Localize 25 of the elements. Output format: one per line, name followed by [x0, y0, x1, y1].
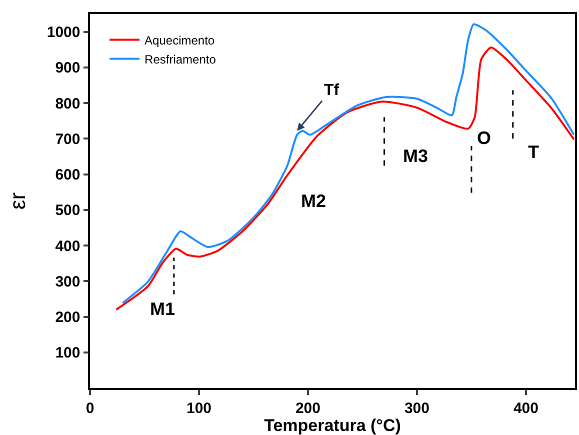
legend-label: Aquecimento — [144, 33, 215, 48]
legend-label: Resfriamento — [144, 52, 216, 66]
y-tick-label: 600 — [55, 166, 80, 184]
x-tick-label: 400 — [513, 400, 538, 417]
x-tick-label: 200 — [295, 400, 320, 417]
y-tick-label: 200 — [55, 309, 80, 326]
y-tick-label: 700 — [55, 130, 80, 148]
y-tick-label: 1000 — [46, 24, 80, 42]
x-tick-label: 100 — [186, 400, 212, 417]
annotation: M1 — [150, 299, 176, 319]
y-tick-label: 300 — [55, 273, 80, 290]
annotation: M3 — [403, 146, 428, 166]
y-axis-title: εr — [5, 192, 30, 210]
annotation: Tf — [324, 82, 340, 99]
y-tick-label: 100 — [55, 344, 80, 362]
y-tick-label: 400 — [55, 238, 80, 255]
annotation: M2 — [301, 191, 326, 211]
x-axis-title: Temperatura (°C) — [264, 416, 401, 435]
y-tick-label: 900 — [55, 60, 80, 77]
annotation: O — [477, 128, 492, 148]
y-tick-label: 800 — [55, 95, 80, 112]
x-tick-label: 300 — [404, 400, 430, 417]
x-tick-label: 0 — [86, 400, 94, 417]
y-tick-label: 500 — [55, 202, 80, 220]
annotation: T — [528, 142, 539, 162]
